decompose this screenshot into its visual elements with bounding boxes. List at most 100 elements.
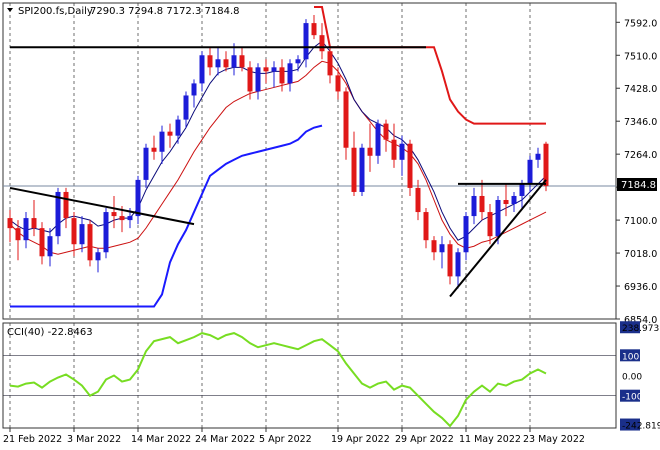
candle-body [487,212,493,237]
x-tick-label: 11 May 2022 [459,434,521,445]
candle-body [103,212,109,253]
cci-tick-label: 0.00 [622,373,642,383]
candle-body [23,218,29,241]
x-tick-label: 24 Mar 2022 [195,434,255,445]
candle-body [159,131,165,152]
candle-body [311,23,317,36]
moving-average-fast-line [9,40,547,241]
cci-pane-frame [2,322,617,429]
candle-body [383,123,389,140]
price-tick-label: 7592.0 [624,18,657,29]
x-tick-label: 14 Mar 2022 [131,434,191,445]
candle-body [63,191,69,219]
candle-body [391,139,397,160]
candle-body [439,244,445,253]
cci-line [9,332,547,428]
candle-body [511,195,517,205]
candle-body [287,63,293,84]
x-tick-label: 5 Apr 2022 [259,434,312,445]
candle-body [151,147,157,152]
candle-body [31,218,37,229]
candle-body [47,236,53,257]
price-pane: 7592.07510.07428.07346.07264.07182.07100… [2,2,657,326]
candle-body [119,216,125,221]
candle-body [39,228,45,257]
candle-body [535,153,541,160]
candle-body [55,191,61,237]
cci-series [9,332,547,428]
candle-body [527,159,533,184]
price-tick-label: 7018.0 [624,249,657,260]
candle-body [399,143,405,160]
x-tick-label: 23 May 2022 [523,434,585,445]
candle-body [215,59,221,68]
candle-body [231,55,237,68]
candle-body [375,123,381,156]
cci-level-box [620,321,640,334]
candle-body [135,179,141,217]
chart-header: SPI200.fs,Daily 7290.3 7294.8 7172.3 718… [7,6,240,17]
moving-average-slow-line [9,60,547,255]
candle-body [7,218,13,229]
candle-body [471,195,477,217]
x-tick-label: 19 Apr 2022 [331,434,390,445]
candle-body [359,147,365,192]
cci-level-box [620,418,640,431]
price-tick-label: 7510.0 [624,51,657,62]
candle-body [463,216,469,253]
candle-body [111,212,117,217]
price-tick-label: 7428.0 [624,84,657,95]
candle-body [431,240,437,253]
x-tick-label: 29 Apr 2022 [395,434,454,445]
candle-body [199,55,205,84]
candle-body [191,83,197,96]
candle-body [15,228,21,241]
candle-body [263,67,269,72]
price-tick-label: 6854.0 [624,315,657,326]
candle-body [271,67,277,72]
current-price-tag: 7184.8 [617,178,657,191]
cci-title: CCI(40) -22.8463 [7,327,93,338]
candle-body [367,147,373,156]
candle-body [335,75,341,92]
bollinger-lower-line [10,124,323,308]
candle-body [95,252,101,261]
candle-body [127,216,133,221]
x-tick-label: 3 Mar 2022 [67,434,121,445]
cci-tick-label: 100 [622,352,639,362]
trendline [9,186,195,226]
price-tick-label: 7346.0 [624,117,657,128]
candle-body [319,35,325,52]
candle-body [479,195,485,213]
candle-body [279,67,285,84]
candle-body [327,51,333,76]
candle-body [87,224,93,261]
candle-body [455,252,461,277]
candle-body [295,59,301,64]
collapse-triangle-icon[interactable] [7,8,13,12]
price-tick-label: 6936.0 [624,282,657,293]
candle-body [519,183,525,196]
price-axis: 7592.07510.07428.07346.07264.07182.07100… [616,18,657,326]
current-price-label: 7184.8 [621,180,656,191]
candle-body [247,67,253,92]
candle-body [415,187,421,213]
symbol-label: SPI200.fs,Daily [18,6,93,17]
candle-body [239,55,245,68]
candle-body [175,119,181,136]
x-tick-label: 21 Feb 2022 [3,434,62,445]
candle-body [503,199,509,205]
current-price-box [617,178,657,191]
candle-body [71,218,77,245]
candle-body [223,59,229,68]
candle-body [183,95,189,120]
candle-body [343,91,349,148]
candle-body [351,147,357,192]
candle-body [167,131,173,136]
price-tick-label: 7264.0 [624,150,657,161]
cci-level-box [620,389,640,402]
candle-body [207,55,213,68]
x-axis: 21 Feb 2022 3 Mar 2022 14 Mar 2022 24 Mar 2… [3,428,585,445]
